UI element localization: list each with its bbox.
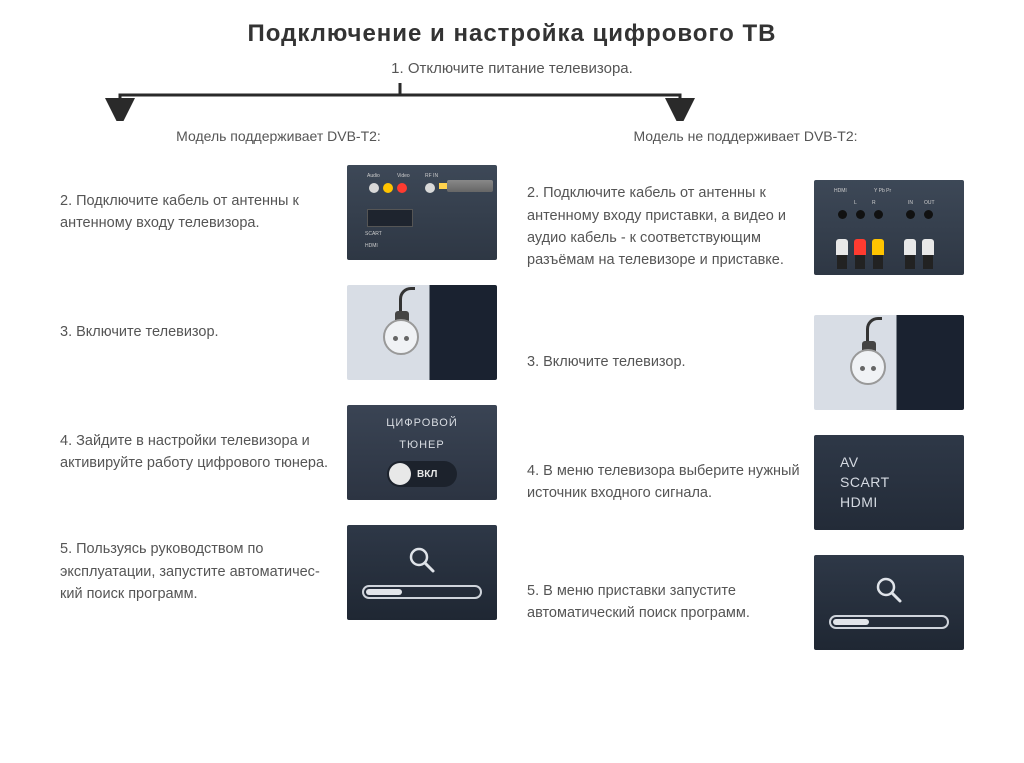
left-step-2-text: 2. Подключите кабель от антенны к антенн… [60, 190, 333, 235]
tuner-label-1: ЦИФРОВОЙ [386, 417, 458, 429]
right-step-2-text: 2. Подключите кабель от антенны к антенн… [527, 182, 800, 272]
left-step-5: 5. Пользуясь руководст­вом по эксплуатац… [60, 522, 497, 622]
step-1-subtitle: 1. Отключите питание телевизора. [60, 60, 964, 77]
right-step-4: 4. В меню телевизора выберите нужный ист… [527, 432, 964, 532]
input-scart: SCART [840, 474, 964, 490]
magnifier-icon [407, 545, 437, 575]
illustration-power-on [814, 315, 964, 410]
tuner-toggle: ВКЛ [387, 461, 457, 487]
left-step-2: 2. Подключите кабель от антенны к антенн… [60, 162, 497, 262]
illustration-tv-antenna-port: Audio Video RF IN SCART HDMI [347, 165, 497, 260]
progress-bar [829, 615, 949, 629]
input-av: AV [840, 454, 964, 470]
right-step-4-text: 4. В меню телевизора выберите нужный ист… [527, 460, 800, 505]
right-column-header: Модель не поддерживает DVB-T2: [527, 128, 964, 144]
illustration-settop-box-ports: HDMI Y Pb Pr L R IN OUT [814, 180, 964, 275]
column-no-dvbt2: Модель не поддерживает DVB-T2: 2. Подклю… [527, 132, 964, 672]
toggle-on-label: ВКЛ [417, 469, 437, 480]
right-step-2: 2. Подключите кабель от антенны к антенн… [527, 162, 964, 292]
column-supports-dvbt2: Модель поддерживает DVB-T2: 2. Подключит… [60, 132, 497, 672]
input-hdmi: HDMI [840, 494, 964, 510]
magnifier-icon [874, 575, 904, 605]
right-step-5: 5. В меню приставки за­пустите автоматич… [527, 552, 964, 652]
illustration-digital-tuner-toggle: ЦИФРОВОЙ ТЮНЕР ВКЛ [347, 405, 497, 500]
left-step-5-text: 5. Пользуясь руководст­вом по эксплуатац… [60, 538, 333, 605]
left-step-3-text: 3. Включите телевизор. [60, 321, 333, 343]
two-column-layout: Модель поддерживает DVB-T2: 2. Подключит… [60, 132, 964, 672]
tuner-label-2: ТЮНЕР [399, 439, 444, 451]
page-title: Подключение и настройка цифрового ТВ [60, 20, 964, 48]
left-column-header: Модель поддерживает DVB-T2: [60, 128, 497, 144]
branch-arrows [60, 81, 740, 121]
left-step-3: 3. Включите телевизор. [60, 282, 497, 382]
illustration-power-on [347, 285, 497, 380]
left-step-4: 4. Зайдите в настройки телевизора и акти… [60, 402, 497, 502]
illustration-input-source-menu: AV SCART HDMI [814, 435, 964, 530]
progress-bar [362, 585, 482, 599]
illustration-auto-search [814, 555, 964, 650]
illustration-auto-search [347, 525, 497, 620]
right-step-3: 3. Включите телевизор. [527, 312, 964, 412]
right-step-5-text: 5. В меню приставки за­пустите автоматич… [527, 580, 800, 625]
left-step-4-text: 4. Зайдите в настройки телевизора и акти… [60, 430, 333, 475]
right-step-3-text: 3. Включите телевизор. [527, 351, 800, 373]
